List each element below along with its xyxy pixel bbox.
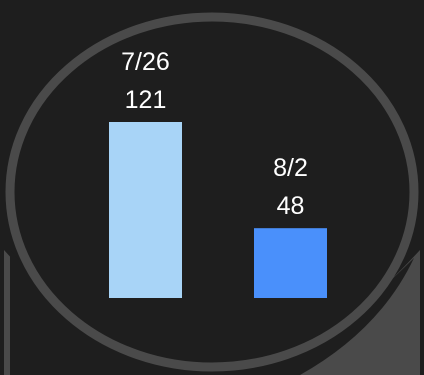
category-label-1: 7/26 [121, 48, 170, 76]
value-label-2: 48 [277, 192, 305, 220]
value-label-1: 121 [125, 86, 167, 114]
bezel-corner-shading [300, 258, 414, 375]
bar-1 [109, 122, 182, 298]
gauge-ring [5, 12, 419, 372]
category-label-2: 8/2 [273, 154, 308, 182]
bars-group: 7/26 121 8/2 48 [109, 48, 327, 298]
bar-2 [254, 228, 327, 298]
